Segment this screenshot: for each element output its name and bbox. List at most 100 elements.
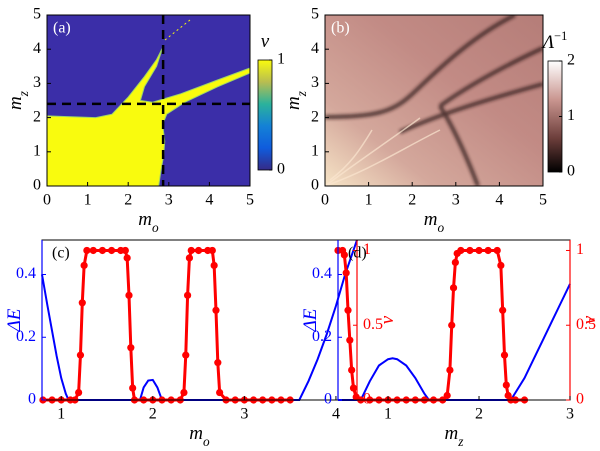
x-tick-label: 3 — [240, 406, 248, 423]
marker — [216, 388, 224, 397]
series-line — [42, 248, 291, 402]
marker — [98, 246, 107, 255]
marker — [502, 381, 510, 389]
marker — [183, 291, 192, 299]
marker — [466, 246, 474, 255]
marker — [210, 261, 218, 270]
marker — [83, 246, 91, 255]
x-axis-label-text: m — [189, 423, 203, 444]
x-tick-label: 2 — [408, 192, 416, 209]
marker — [121, 246, 129, 255]
marker — [208, 246, 216, 255]
x-tick-label: 3 — [566, 406, 574, 423]
marker — [185, 254, 194, 262]
y-tick-label: 4 — [311, 40, 319, 57]
x-axis-label-sub: o — [152, 220, 159, 235]
y-tick-label: 0 — [33, 177, 41, 194]
x-axis-label-sub: z — [457, 434, 463, 449]
marker — [500, 351, 509, 359]
x-tick-label: 1 — [57, 406, 65, 423]
marker — [212, 306, 220, 314]
plot-frame — [324, 14, 544, 187]
marker — [180, 388, 188, 397]
heatmap-b — [325, 15, 543, 186]
colorbar-tick-label: 0 — [567, 163, 575, 180]
panel-label: (a) — [53, 20, 71, 37]
y2-axis-label-text: ν — [377, 315, 398, 324]
x-tick-label: 3 — [452, 192, 460, 209]
marker — [125, 291, 133, 299]
y-tick-label: 4 — [33, 40, 41, 57]
marker — [346, 336, 354, 344]
colorbar-label: ν — [261, 31, 270, 52]
marker — [194, 246, 203, 255]
colorbar-label-sup: −1 — [554, 29, 567, 43]
x-tick-label: 2 — [149, 406, 157, 423]
marker — [348, 366, 356, 374]
heatmap-a — [46, 15, 251, 187]
marker — [76, 351, 85, 359]
y-tick-label: 3 — [33, 74, 41, 91]
y-tick-label: 0.4 — [312, 265, 332, 282]
x-tick-label: 1 — [365, 192, 373, 209]
colorbar-tick-label: 1 — [567, 107, 575, 124]
colorbar-tick-label: 0 — [277, 161, 285, 178]
x-tick-label: 1 — [384, 406, 392, 423]
x-tick-label: 3 — [165, 192, 173, 209]
x-axis-label: mo — [424, 209, 445, 234]
marker — [75, 388, 83, 397]
y2-tick-label: 1 — [363, 241, 371, 258]
y2-tick-label: 1 — [576, 241, 584, 258]
y-tick-label: 0 — [311, 177, 319, 194]
x-axis-label-sub: o — [438, 220, 445, 235]
x-axis-label-sub: o — [203, 434, 210, 449]
y2-axis-label: ν — [579, 315, 600, 324]
x-axis-label: mo — [138, 209, 159, 234]
panel-label: (c) — [52, 245, 70, 262]
y-tick-label: 1 — [33, 142, 41, 159]
y-tick-label: 2 — [33, 108, 41, 125]
y2-tick-label: 0 — [576, 391, 584, 408]
x-tick-label: 5 — [246, 192, 254, 209]
y-axis-label-text: ΔE — [300, 308, 321, 332]
y2-axis-label-text: ν — [579, 315, 600, 324]
marker — [344, 306, 352, 314]
x-tick-label: 0 — [321, 192, 329, 209]
y-tick-label: 2 — [311, 108, 319, 125]
x-tick-label: 2 — [475, 406, 483, 423]
y-tick-label: 0.2 — [16, 328, 36, 345]
colorbar-label: Λ−1 — [541, 29, 568, 54]
marker — [80, 261, 88, 270]
y-axis-label-text: ΔE — [4, 308, 25, 332]
x-axis-label: mo — [189, 423, 210, 448]
marker — [475, 246, 483, 255]
x-axis-label-text: m — [424, 209, 438, 230]
y-axis-label-text: m — [283, 96, 304, 110]
y2-tick-label: 0.5 — [576, 316, 596, 333]
x-axis-label-text: m — [138, 209, 152, 230]
marker — [340, 251, 348, 259]
y-axis-label-sub: z — [294, 91, 309, 97]
marker — [499, 306, 507, 314]
marker — [443, 391, 451, 400]
x-tick-label: 2 — [124, 192, 132, 209]
y-axis-label-sub: z — [16, 91, 31, 97]
marker — [78, 299, 86, 307]
marker — [107, 246, 116, 255]
marker — [457, 246, 465, 255]
marker — [449, 284, 458, 292]
marker — [187, 246, 195, 255]
marker — [484, 246, 492, 255]
marker — [182, 351, 190, 359]
y2-axis-label: ν — [377, 315, 398, 324]
y-tick-label: 0.2 — [312, 328, 332, 345]
series-line — [338, 283, 571, 401]
x-tick-label: 4 — [495, 192, 503, 209]
x-tick-label: 1 — [84, 192, 92, 209]
marker — [497, 261, 505, 270]
marker — [214, 359, 222, 367]
y-axis-label: mz — [5, 91, 30, 110]
y-tick-label: 5 — [33, 6, 41, 23]
marker — [342, 269, 350, 277]
y-axis-label-text: m — [5, 96, 26, 110]
